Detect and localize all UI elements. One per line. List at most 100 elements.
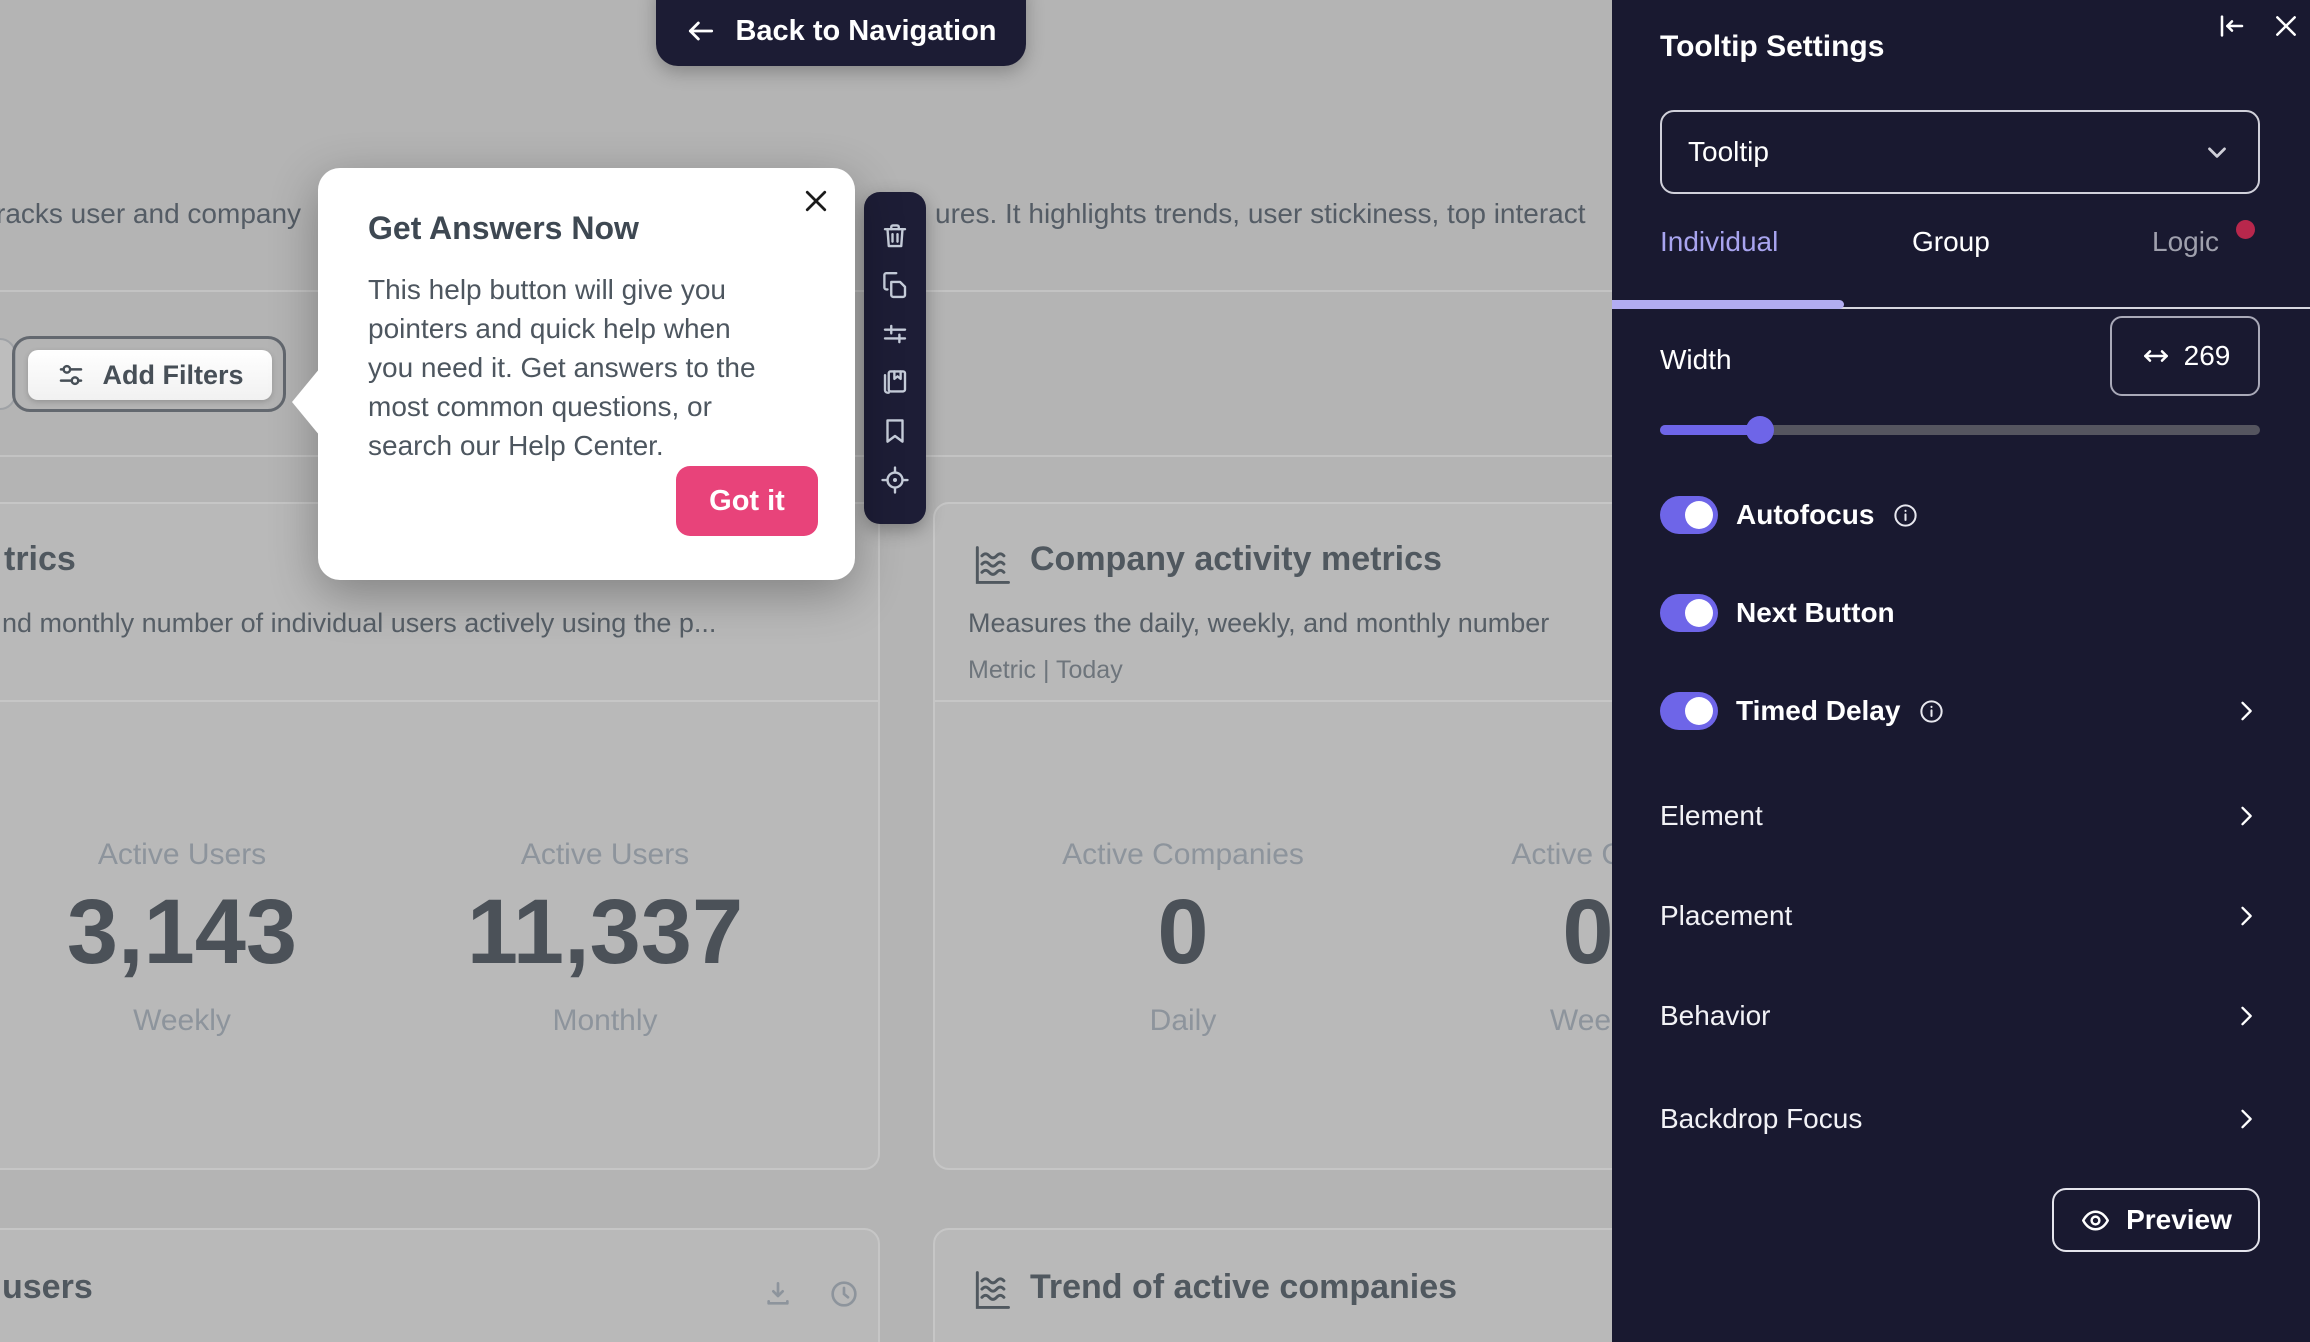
metric-active-users-weekly: Active Users 3,143 Weekly bbox=[2, 838, 362, 1038]
dashboard-description-left: racks user and company bbox=[0, 198, 302, 229]
nav-item-placement[interactable]: Placement bbox=[1660, 895, 2260, 937]
divider bbox=[0, 290, 2310, 292]
logic-badge-dot bbox=[2236, 220, 2255, 239]
metric-period: Weekly bbox=[133, 1004, 231, 1037]
close-icon[interactable] bbox=[2270, 10, 2302, 42]
tab-active-indicator bbox=[1612, 300, 1844, 309]
width-slider-thumb[interactable] bbox=[1746, 416, 1774, 444]
toggle-knob bbox=[1685, 501, 1713, 529]
collapse-panel-icon[interactable] bbox=[2214, 10, 2246, 42]
preview-button[interactable]: Preview bbox=[2052, 1188, 2260, 1252]
add-filters-label: Add Filters bbox=[102, 359, 244, 390]
pages-bookmark-icon[interactable] bbox=[880, 367, 910, 397]
chevron-right-icon bbox=[2232, 697, 2260, 725]
tooltip-type-select[interactable]: Tooltip bbox=[1660, 110, 2260, 194]
metric-label: Active Users bbox=[520, 838, 690, 871]
tab-group[interactable]: Group bbox=[1912, 226, 1990, 257]
help-popup: Get Answers Now This help button will gi… bbox=[292, 168, 855, 580]
nav-item-label: Backdrop Focus bbox=[1660, 1103, 1863, 1134]
nav-item-label: Element bbox=[1660, 800, 1763, 831]
timed-delay-toggle[interactable] bbox=[1660, 692, 1718, 730]
tab-logic[interactable]: Logic bbox=[2152, 226, 2219, 257]
card-title-users-trend: users bbox=[2, 1268, 93, 1306]
metric-value: 0 bbox=[1157, 881, 1209, 983]
toggle-knob bbox=[1685, 697, 1713, 725]
toggle-label: Autofocus bbox=[1736, 499, 1875, 530]
metric-value: 0 bbox=[1562, 881, 1614, 983]
toggle-knob bbox=[1685, 599, 1713, 627]
eye-icon bbox=[2080, 1205, 2111, 1236]
locate-icon[interactable] bbox=[880, 465, 910, 495]
filter-sliders-icon bbox=[56, 360, 86, 390]
clock-icon[interactable] bbox=[828, 1278, 860, 1310]
metric-value: 11,337 bbox=[466, 881, 744, 983]
nav-item-behavior[interactable]: Behavior bbox=[1660, 995, 2260, 1037]
chevron-right-icon bbox=[2232, 902, 2260, 930]
toggle-row-next-button: Next Button bbox=[1660, 592, 2260, 634]
metric-value: 3,143 bbox=[66, 881, 298, 983]
width-slider[interactable] bbox=[1660, 416, 2260, 444]
got-it-button[interactable]: Got it bbox=[676, 466, 818, 536]
preview-label: Preview bbox=[2126, 1204, 2232, 1235]
width-slider-fill bbox=[1660, 425, 1760, 435]
width-value-input[interactable]: 269 bbox=[2110, 316, 2260, 396]
line-chart-icon bbox=[970, 543, 1014, 587]
metric-period: Daily bbox=[1149, 1004, 1217, 1037]
card-meta-company-metrics: Metric | Today bbox=[968, 656, 1123, 684]
chevron-right-icon bbox=[2232, 1105, 2260, 1133]
metric-label: Active Users bbox=[97, 838, 267, 871]
width-label: Width bbox=[1660, 344, 1732, 375]
info-icon[interactable] bbox=[1918, 698, 1945, 725]
chevron-right-icon bbox=[2232, 802, 2260, 830]
add-filters-button[interactable]: Add Filters bbox=[28, 350, 272, 400]
horizontal-arrows-icon bbox=[2140, 340, 2172, 372]
arrow-left-icon bbox=[685, 15, 717, 47]
card-subtitle-company-metrics: Measures the daily, weekly, and monthly … bbox=[968, 608, 1550, 638]
nav-item-label: Placement bbox=[1660, 900, 1793, 931]
toggle-row-autofocus: Autofocus bbox=[1660, 494, 2260, 536]
metric-period: Monthly bbox=[552, 1004, 658, 1037]
line-chart-icon bbox=[970, 1268, 1014, 1312]
card-title-company-metrics: Company activity metrics bbox=[1030, 540, 1442, 578]
copy-icon[interactable] bbox=[880, 270, 910, 300]
metric-active-users-monthly: Active Users 11,337 Monthly bbox=[425, 838, 785, 1038]
toggle-label: Timed Delay bbox=[1736, 695, 1901, 726]
popup-body: This help button will give you pointers … bbox=[368, 274, 756, 461]
download-icon[interactable] bbox=[762, 1278, 794, 1310]
width-value: 269 bbox=[2183, 340, 2231, 371]
popup-tail bbox=[292, 368, 320, 436]
card-users-trend bbox=[0, 1228, 880, 1342]
autofocus-toggle[interactable] bbox=[1660, 496, 1718, 534]
nav-item-label: Behavior bbox=[1660, 1000, 1771, 1031]
add-filters-focus-ring: Add Filters bbox=[12, 336, 286, 412]
chevron-right-icon bbox=[2232, 1002, 2260, 1030]
dashboard-description-right: ures. It highlights trends, user stickin… bbox=[935, 198, 1586, 229]
back-to-navigation-button[interactable]: Back to Navigation bbox=[656, 0, 1026, 66]
card-divider bbox=[933, 700, 1693, 702]
metric-active-companies-daily: Active Companies 0 Daily bbox=[1003, 838, 1363, 1038]
metric-label: Active Companies bbox=[1062, 838, 1304, 871]
nav-item-backdrop-focus[interactable]: Backdrop Focus bbox=[1660, 1098, 2260, 1140]
builder-toolbar bbox=[864, 192, 926, 524]
tab-underline-track bbox=[1612, 307, 2310, 309]
card-company-metrics bbox=[933, 502, 1693, 1170]
card-divider bbox=[0, 700, 880, 702]
bookmark-icon[interactable] bbox=[880, 416, 910, 446]
back-to-navigation-label: Back to Navigation bbox=[735, 14, 997, 47]
adjustments-icon[interactable] bbox=[880, 319, 910, 349]
nav-item-element[interactable]: Element bbox=[1660, 795, 2260, 837]
tooltip-settings-panel: Tooltip Settings Tooltip Individual Grou… bbox=[1612, 0, 2310, 1342]
panel-title: Tooltip Settings bbox=[1660, 30, 1885, 63]
toggle-label: Next Button bbox=[1736, 597, 1895, 628]
divider bbox=[0, 455, 2310, 457]
trash-icon[interactable] bbox=[880, 221, 910, 251]
tab-individual[interactable]: Individual bbox=[1660, 226, 1779, 257]
info-icon[interactable] bbox=[1892, 502, 1919, 529]
next-button-toggle[interactable] bbox=[1660, 594, 1718, 632]
card-companies-trend bbox=[933, 1228, 1693, 1342]
toggle-row-timed-delay[interactable]: Timed Delay bbox=[1660, 690, 2260, 732]
card-user-metrics bbox=[0, 502, 880, 1170]
close-icon[interactable] bbox=[801, 186, 831, 216]
tooltip-type-value: Tooltip bbox=[1688, 136, 1769, 167]
chevron-down-icon bbox=[2202, 137, 2232, 167]
